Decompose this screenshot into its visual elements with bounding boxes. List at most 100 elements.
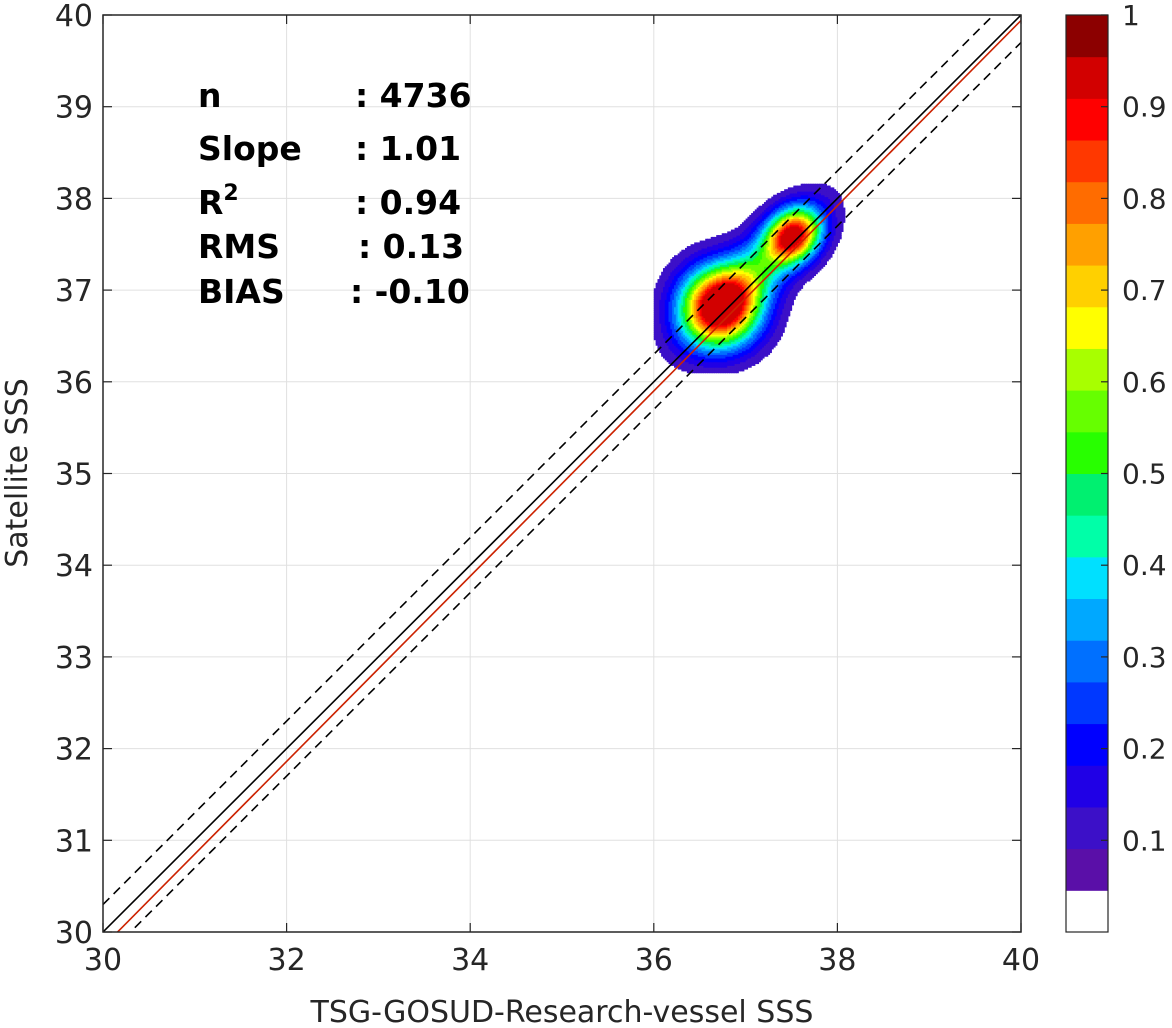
density-cell bbox=[740, 319, 743, 322]
density-cell bbox=[774, 218, 778, 221]
density-cell bbox=[773, 242, 776, 245]
density-cell bbox=[730, 244, 734, 247]
density-cell bbox=[760, 238, 763, 242]
density-cell bbox=[747, 315, 750, 319]
density-cell bbox=[690, 345, 693, 348]
density-cell bbox=[756, 297, 760, 300]
density-cell bbox=[708, 253, 712, 256]
density-cell bbox=[776, 203, 780, 207]
density-cell bbox=[708, 269, 712, 273]
density-cell bbox=[707, 262, 710, 266]
density-cell bbox=[685, 368, 688, 372]
density-cell bbox=[741, 310, 745, 313]
density-cell bbox=[708, 357, 712, 361]
density-cell bbox=[694, 337, 697, 341]
density-cell bbox=[703, 251, 706, 255]
density-cell bbox=[778, 227, 782, 231]
density-cell bbox=[727, 348, 730, 352]
density-cell bbox=[699, 367, 703, 370]
density-cell bbox=[716, 350, 719, 354]
density-cell bbox=[760, 295, 763, 299]
density-cell bbox=[762, 258, 765, 262]
density-cell bbox=[716, 266, 719, 269]
density-cell bbox=[723, 312, 727, 315]
density-cell bbox=[747, 269, 750, 273]
density-cell bbox=[749, 346, 752, 350]
density-cell bbox=[664, 356, 668, 359]
density-cell bbox=[712, 341, 715, 344]
density-cell bbox=[780, 310, 783, 313]
density-cell bbox=[690, 275, 693, 278]
density-cell bbox=[674, 304, 677, 308]
density-cell bbox=[710, 357, 714, 361]
density-cell bbox=[662, 310, 666, 313]
density-cell bbox=[686, 326, 690, 330]
density-cell bbox=[741, 295, 745, 299]
density-cell bbox=[685, 269, 688, 273]
density-cell bbox=[765, 323, 769, 326]
density-cell bbox=[756, 357, 760, 361]
density-cell bbox=[705, 313, 708, 317]
density-cell bbox=[718, 293, 721, 297]
density-cell bbox=[773, 343, 776, 346]
density-cell bbox=[688, 288, 692, 291]
density-cell bbox=[763, 341, 767, 344]
density-cell bbox=[749, 330, 752, 333]
density-cell bbox=[741, 255, 745, 258]
density-cell bbox=[723, 299, 727, 302]
density-cell bbox=[769, 244, 772, 247]
density-cell bbox=[662, 290, 666, 293]
density-cell bbox=[681, 332, 684, 335]
density-cell bbox=[674, 334, 677, 337]
density-cell bbox=[718, 352, 721, 355]
density-cell bbox=[773, 240, 776, 244]
density-cell bbox=[745, 253, 749, 256]
density-cell bbox=[674, 301, 677, 304]
density-cell bbox=[723, 279, 727, 282]
density-cell bbox=[707, 359, 710, 363]
density-cell bbox=[738, 227, 741, 231]
density-cell bbox=[699, 280, 703, 284]
density-cell bbox=[723, 330, 727, 333]
density-cell bbox=[734, 323, 738, 326]
density-cell bbox=[659, 343, 662, 346]
density-cell bbox=[666, 279, 670, 282]
density-cell bbox=[741, 275, 745, 278]
density-cell bbox=[679, 258, 682, 262]
density-cell bbox=[714, 306, 717, 310]
density-cell bbox=[760, 253, 763, 256]
density-cell bbox=[699, 299, 703, 302]
density-cell bbox=[725, 244, 728, 247]
density-cell bbox=[741, 313, 745, 317]
density-cell bbox=[763, 224, 767, 227]
density-cell bbox=[773, 302, 776, 306]
density-cell bbox=[690, 273, 693, 277]
density-cell bbox=[705, 268, 708, 271]
density-cell bbox=[708, 345, 712, 348]
density-cell bbox=[688, 350, 692, 354]
density-cell bbox=[773, 257, 776, 260]
density-cell bbox=[727, 334, 730, 337]
density-cell bbox=[765, 279, 769, 282]
density-cell bbox=[725, 370, 728, 374]
density-cell bbox=[666, 290, 670, 293]
density-cell bbox=[686, 330, 690, 333]
density-cell bbox=[756, 313, 760, 317]
density-cell bbox=[762, 343, 765, 346]
density-cell bbox=[666, 273, 670, 277]
density-cell bbox=[701, 264, 704, 267]
density-cell bbox=[653, 295, 657, 299]
density-cell bbox=[754, 308, 758, 311]
density-cell bbox=[679, 271, 682, 275]
density-cell bbox=[729, 368, 732, 372]
density-cell bbox=[756, 275, 760, 278]
density-cell bbox=[696, 244, 699, 247]
density-cell bbox=[679, 350, 682, 354]
density-cell bbox=[758, 345, 761, 348]
density-cell bbox=[727, 345, 730, 348]
density-cell bbox=[730, 247, 734, 251]
density-cell bbox=[697, 321, 701, 324]
density-cell bbox=[767, 321, 771, 324]
density-cell bbox=[683, 356, 686, 359]
density-cell bbox=[732, 295, 736, 299]
